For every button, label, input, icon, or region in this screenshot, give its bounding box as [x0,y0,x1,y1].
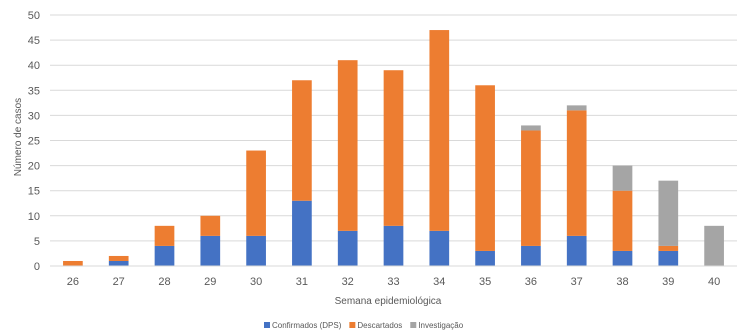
bar-segment [108,255,129,261]
x-tick-label: 33 [387,276,399,288]
bar-segment [521,245,541,266]
legend-label: Confirmados (DPS) [272,321,342,330]
x-tick-label: 37 [571,276,583,288]
bar-segment [521,130,541,246]
bar-segment [566,235,587,266]
bar-segment [566,110,587,236]
x-tick-label: 40 [708,276,720,288]
x-axis-ticks: 26 27 28 29 30 31 32 33 34 35 36 37 38 39 40 [67,276,720,288]
legend: Confirmados (DPS) Descartados Investigação [264,321,464,330]
y-axis-label: Número de casos [13,98,24,176]
y-axis-ticks: 0 5 10 15 20 25 30 35 40 45 50 [28,10,40,273]
bar-segment [658,250,679,266]
bar-segment [154,225,175,246]
bar-segment [292,80,312,201]
legend-swatch [410,322,417,328]
bar-segment [383,70,404,226]
bar-segment [658,180,679,246]
bar-segment [63,260,83,266]
x-tick-label: 26 [67,276,79,288]
bar-segment [154,245,175,266]
x-axis-label: Semana epidemiológica [335,296,442,307]
x-tick-label: 32 [342,276,354,288]
bar-segment [612,250,633,266]
bar-segment [612,190,633,251]
bar-segment [429,230,450,266]
x-tick-label: 30 [250,276,262,288]
legend-swatch [264,322,270,328]
y-tick-label: 25 [28,136,40,148]
y-tick-label: 0 [34,261,40,273]
bars [63,30,724,266]
x-tick-label: 29 [204,276,216,288]
bar-segment [521,125,541,131]
bar-segment [566,105,587,111]
x-tick-label: 31 [296,276,308,288]
bar-segment [200,235,221,266]
bar-segment [383,225,404,266]
x-tick-label: 36 [525,276,537,288]
bar-segment [292,200,312,266]
y-tick-label: 40 [28,60,40,72]
y-tick-label: 5 [34,236,40,248]
bar-segment [200,215,221,236]
x-tick-label: 34 [433,276,445,288]
y-tick-label: 30 [28,110,40,122]
bar-segment [246,235,266,266]
bar-segment [429,30,450,231]
x-tick-label: 35 [479,276,491,288]
bar-segment [475,250,495,266]
y-tick-label: 10 [28,211,40,223]
x-tick-label: 27 [113,276,125,288]
legend-swatch [349,322,356,328]
y-tick-label: 20 [28,161,40,173]
bar-segment [108,260,129,266]
y-tick-label: 50 [28,10,40,22]
x-tick-label: 28 [158,276,170,288]
bar-segment [658,245,679,251]
bar-segment [475,85,495,251]
bar-segment [337,230,358,266]
bar-segment [246,150,266,236]
y-tick-label: 15 [28,186,40,198]
bar-segment [337,60,358,231]
legend-label: Descartados [357,321,402,330]
bar-segment [612,165,633,191]
y-tick-label: 35 [28,85,40,97]
bar-segment [704,225,724,266]
x-tick-label: 39 [662,276,674,288]
legend-label: Investigação [418,321,463,330]
y-tick-label: 45 [28,35,40,47]
x-tick-label: 38 [616,276,628,288]
